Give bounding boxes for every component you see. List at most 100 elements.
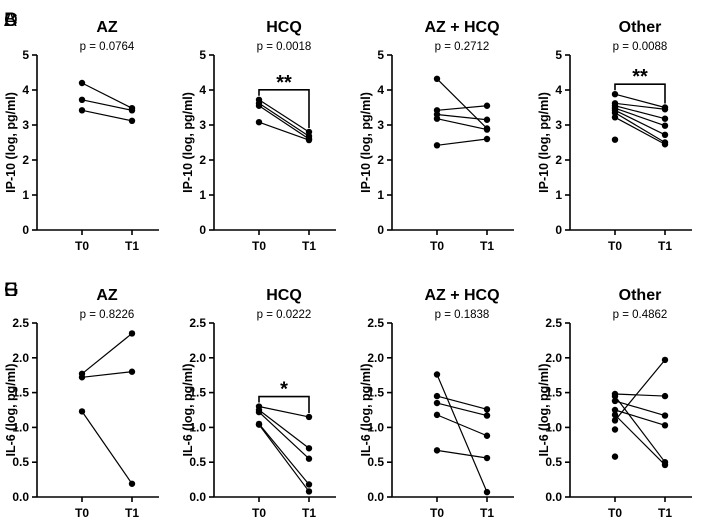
y-tick-label: 3 [22,118,29,132]
data-point-t1 [483,126,491,133]
series-line [614,393,666,397]
data-point-t1 [483,406,491,413]
series-line [258,99,310,133]
x-tick-label: T1 [480,239,494,253]
data-point-t1 [305,136,313,144]
series-line [258,409,310,449]
x-tick-label: T1 [125,506,139,520]
data-point-t0 [611,453,619,460]
y-tick-label: 3 [377,118,384,132]
panel-title: Other [619,19,662,36]
data-point-t1 [661,461,669,469]
panel-title: AZ + HCQ [424,19,499,36]
x-tick-label: T1 [658,239,672,253]
panel-title: Other [619,287,662,304]
y-axis-label: IP-10 (log, pg/ml) [4,92,18,193]
x-tick-label: T0 [252,506,266,520]
data-point-t1 [128,107,136,114]
significance-marker: ** [276,72,292,94]
data-point-t0 [255,421,263,428]
y-axis-label: IL-6 (log, pg/ml) [537,363,551,456]
series-line [81,109,133,122]
y-tick-label: 2.5 [545,316,562,330]
y-tick-label: 2 [22,153,29,167]
y-tick-label: 1.5 [12,386,29,400]
y-tick-label: 2.5 [367,316,384,330]
data-point-t0 [433,392,441,400]
data-point-t0 [611,109,619,116]
series-line [258,105,310,140]
y-axis-label: IP-10 (log, pg/ml) [359,92,373,193]
series-line [258,121,310,141]
panel-d: D Other p = 0.0088 IP-10 (log, pg/ml) 0 1 2 3 4 5… [4,10,692,253]
data-point-t1 [483,116,491,123]
y-tick-label: 4 [22,83,29,97]
y-tick-label: 0.5 [367,455,384,469]
data-point-t0 [255,119,263,126]
y-tick-label: 5 [199,48,206,62]
data-point-t0 [255,408,263,416]
series-line [81,371,133,378]
panel-title: HCQ [266,287,302,304]
series-line [258,423,310,485]
data-point-t0 [433,411,441,419]
p-value: p = 0.1838 [435,309,490,321]
panel-letter: A [4,10,17,31]
data-point-t1 [661,131,669,138]
x-tick-label: T0 [430,506,444,520]
y-tick-label: 0.5 [189,455,206,469]
p-value: p = 0.0222 [257,309,312,321]
panel-letter: H [4,280,18,301]
y-axis-label: IP-10 (log, pg/ml) [181,92,195,193]
y-tick-label: 2 [377,153,384,167]
y-tick-label: 2 [555,153,562,167]
data-point-t1 [305,481,313,488]
series-line [81,332,133,375]
y-tick-label: 0 [22,223,29,237]
y-tick-label: 0.0 [12,490,29,504]
data-point-t0 [433,399,441,407]
series-line [436,374,488,493]
y-tick-label: 1.5 [189,386,206,400]
data-point-t0 [611,91,619,98]
series-line [614,102,666,110]
series-line [436,118,488,131]
data-point-t0 [78,374,86,381]
series-line [81,411,133,485]
p-value: p = 0.0764 [80,41,135,53]
series-line [614,400,666,417]
y-tick-label: 5 [22,48,29,62]
y-tick-label: 2.0 [12,351,29,365]
x-tick-label: T0 [608,239,622,253]
data-point-t0 [611,114,619,121]
series-line [436,138,488,146]
data-point-t0 [611,426,619,433]
data-point-t0 [611,417,619,424]
data-point-t1 [661,122,669,129]
y-tick-label: 1.0 [12,420,29,434]
p-value: p = 0.0018 [257,41,312,53]
significance-bracket [258,89,310,128]
data-point-t0 [611,406,619,414]
data-point-t0 [433,142,441,149]
y-tick-label: 0.0 [367,490,384,504]
data-point-t0 [78,79,86,87]
series-line [436,78,488,129]
x-tick-label: T1 [125,239,139,253]
series-line [436,395,488,410]
data-point-t1 [661,356,669,364]
panel-title: AZ [96,287,118,304]
data-point-t1 [661,422,669,429]
series-line [436,105,488,111]
data-point-t0 [433,115,441,122]
data-point-t0 [611,136,619,143]
p-value: p = 0.4862 [613,309,668,321]
x-tick-label: T0 [75,239,89,253]
y-tick-label: 1.0 [367,420,384,434]
y-tick-label: 4 [377,83,384,97]
panel-letter: C [4,10,18,31]
y-tick-label: 1.5 [367,386,384,400]
y-tick-label: 1 [377,188,384,202]
y-tick-label: 1.0 [189,420,206,434]
